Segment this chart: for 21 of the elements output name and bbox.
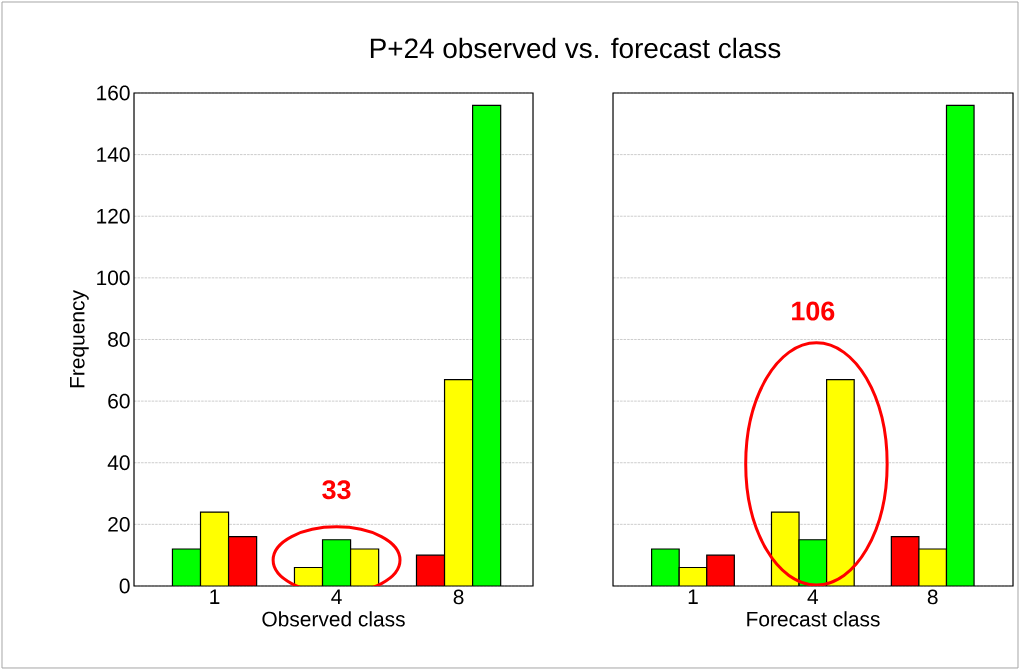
x-axis-title: Forecast class xyxy=(747,611,880,627)
annotation: 33 xyxy=(322,480,351,500)
y-tick-label: 140 xyxy=(97,147,130,163)
chart-title: P+24 observed vs. forecast class xyxy=(370,37,781,59)
x-tick-label: 4 xyxy=(331,589,342,604)
y-tick-label: 40 xyxy=(107,455,130,471)
y-tick-label: 100 xyxy=(97,270,130,286)
x-tick-label: 4 xyxy=(807,589,819,604)
x-tick-label: 8 xyxy=(927,589,938,605)
annotation: 106 xyxy=(792,301,835,321)
x-axis-title: Observed class xyxy=(262,611,405,627)
y-tick-label: 0 xyxy=(119,578,130,594)
y-tick-label: 20 xyxy=(108,516,130,532)
y-tick-label: 120 xyxy=(97,208,130,224)
y-tick-label: 160 xyxy=(97,85,130,101)
x-tick-label: 1 xyxy=(688,589,698,604)
x-tick-label: 8 xyxy=(453,589,464,605)
y-axis-title: Frequency xyxy=(70,290,89,388)
x-tick-label: 1 xyxy=(210,589,220,604)
y-tick-label: 60 xyxy=(108,393,130,409)
y-tick-label: 80 xyxy=(108,332,130,347)
